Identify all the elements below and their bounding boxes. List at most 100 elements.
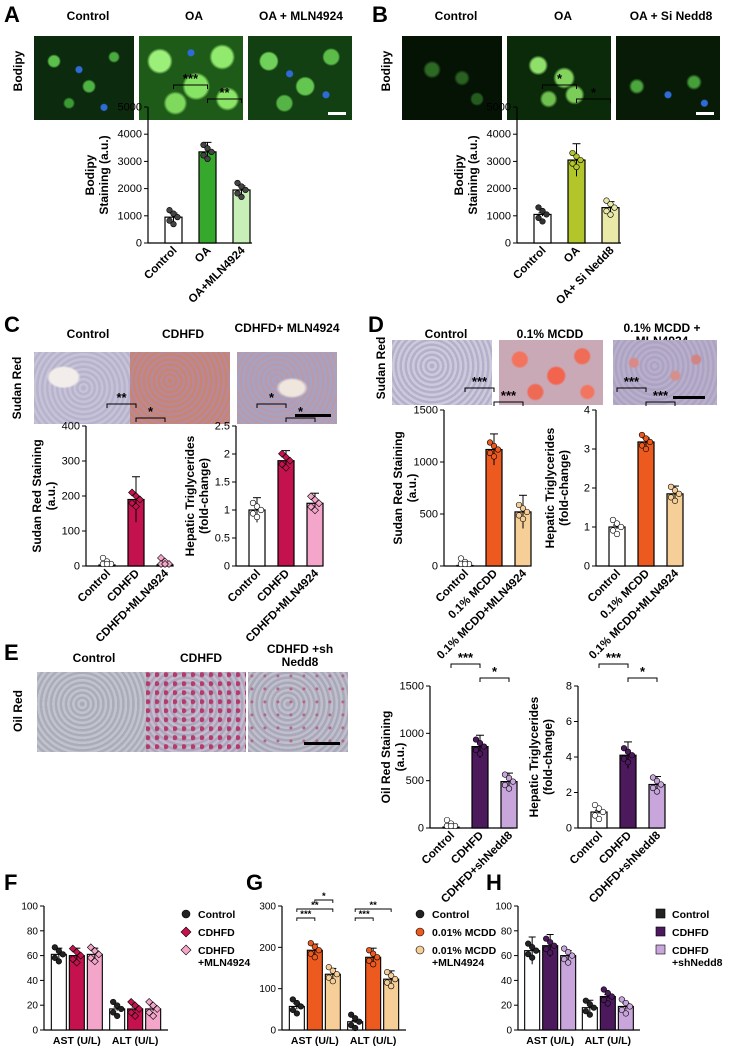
data-point <box>461 560 469 568</box>
data-point <box>131 1001 140 1010</box>
data-point <box>161 560 169 568</box>
data-point <box>622 999 629 1007</box>
legend-label: Control <box>198 909 235 921</box>
stain-label: Sudan Red <box>10 356 24 420</box>
bar <box>156 564 174 567</box>
data-point <box>242 186 249 194</box>
stain-label: Bodipy <box>379 50 393 92</box>
data-point <box>366 957 373 964</box>
data-point <box>591 801 599 809</box>
data-point <box>307 492 315 501</box>
data-point <box>653 788 661 795</box>
bar-chart-e2: 0 2 4 6 8 Hepatic Triglycerides(fold-change) C… <box>527 650 666 906</box>
y-tick-label: 1000 <box>118 210 142 222</box>
condition-label: CDHFD+ MLN4924 <box>234 321 340 335</box>
data-point <box>461 558 469 566</box>
data-point <box>157 554 165 562</box>
data-point <box>599 808 607 816</box>
category-label: Control <box>434 568 471 605</box>
bar <box>590 811 608 829</box>
data-point <box>107 560 115 568</box>
data-point <box>551 942 558 949</box>
y-tick-label: 80 <box>27 926 39 937</box>
y-tick-label: 100 <box>62 526 80 538</box>
data-point <box>547 949 554 956</box>
category-label: ALT (U/L) <box>112 1035 158 1047</box>
scale-bar <box>673 396 705 399</box>
bar <box>145 1008 162 1031</box>
data-point <box>204 145 211 152</box>
y-tick-label: 500 <box>420 509 438 521</box>
y-tick-label: 60 <box>501 951 513 962</box>
category-label: ALT (U/L) <box>350 1035 396 1047</box>
bar-chart-d2: 0 1 2 3 4 Hepatic Triglycerides(fold-change) C… <box>543 374 684 662</box>
data-point <box>490 442 498 450</box>
data-point <box>55 947 62 954</box>
data-point <box>539 218 546 225</box>
bar <box>50 953 67 1031</box>
y-tick-label: 1000 <box>400 728 424 740</box>
y-tick-label: 60 <box>27 951 39 962</box>
data-point <box>149 1011 158 1020</box>
data-point <box>618 1006 625 1014</box>
data-point <box>325 964 332 971</box>
bar <box>248 509 266 567</box>
data-point <box>388 972 395 979</box>
category-label: ALT (U/L) <box>585 1035 631 1047</box>
data-point <box>525 940 532 947</box>
data-point <box>624 748 632 755</box>
data-point <box>352 1024 359 1032</box>
data-point <box>68 955 77 964</box>
data-point <box>315 499 323 508</box>
data-point <box>329 978 336 985</box>
data-point <box>128 488 136 497</box>
data-point <box>325 974 332 981</box>
data-point <box>515 501 523 509</box>
data-point <box>561 955 568 963</box>
significance-label: *** <box>300 909 311 920</box>
data-point <box>307 950 314 957</box>
micrograph-d-control <box>392 340 492 405</box>
data-point <box>55 958 62 965</box>
y-tick-label: 0 <box>74 561 80 573</box>
bar <box>164 216 183 244</box>
data-point <box>311 495 319 504</box>
bar-chart-d: 0 500 1000 1500 Sudan Red Staining(a.u.) Cont… <box>391 374 532 662</box>
significance-label: ** <box>311 900 319 911</box>
data-point <box>153 1004 162 1013</box>
data-point <box>289 1006 296 1014</box>
panel-label-a: A <box>4 2 20 27</box>
data-point <box>86 943 95 952</box>
data-point <box>447 820 455 827</box>
data-point <box>535 214 542 222</box>
data-point <box>293 999 300 1007</box>
y-tick-label: 0 <box>418 823 424 835</box>
bar <box>86 953 103 1031</box>
data-point <box>609 516 617 524</box>
data-point <box>611 204 618 211</box>
data-point <box>607 201 614 208</box>
significance-bracket <box>314 899 334 903</box>
category-label: 0.1% MCDD+MLN4924 <box>587 567 682 662</box>
legend-marker <box>655 944 666 955</box>
micrograph-a-oa-mln4924 <box>248 36 352 120</box>
y-tick-label: 0 <box>32 1026 38 1037</box>
y-tick-label: 4 <box>566 752 572 764</box>
y-tick-label: 0 <box>432 561 438 573</box>
data-point <box>624 759 632 766</box>
data-point <box>543 935 550 942</box>
y-axis-label: Sudan Red Staining(a.u.) <box>391 431 419 544</box>
data-point <box>370 961 377 968</box>
category-label: Control <box>76 568 113 605</box>
y-axis-label: Hepatic Triglycerides(fold-change) <box>543 427 571 548</box>
data-point <box>649 784 657 792</box>
data-point <box>200 141 207 148</box>
condition-label: Control <box>424 327 468 341</box>
condition-label: 0.1% MCDD <box>516 327 584 341</box>
y-tick-label: 0 <box>505 238 511 250</box>
category-label: OA+MLN4924 <box>186 244 248 306</box>
category-label: CDHFD <box>255 568 292 605</box>
